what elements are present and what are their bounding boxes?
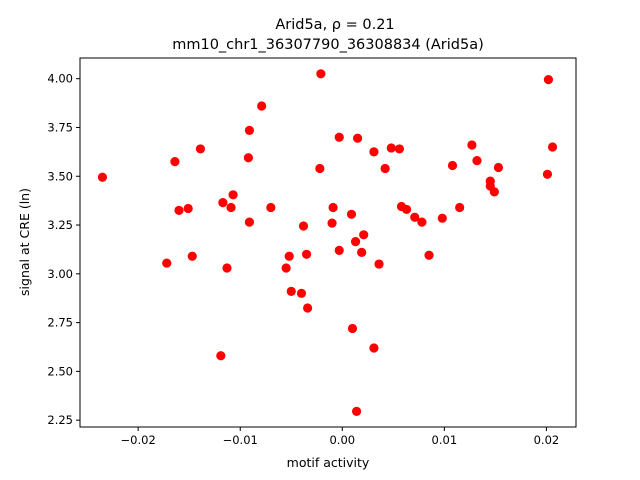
- data-point: [472, 156, 482, 166]
- data-point: [410, 212, 420, 222]
- scatter-points: [97, 69, 558, 416]
- data-point: [284, 251, 294, 261]
- data-point: [542, 169, 553, 179]
- y-tick-label: 2.75: [47, 316, 73, 330]
- data-point: [424, 250, 434, 260]
- data-point: [328, 202, 338, 213]
- data-point: [369, 343, 379, 353]
- data-point: [296, 288, 307, 298]
- data-point: [266, 202, 276, 213]
- x-tick-label: −0.01: [223, 433, 258, 447]
- data-point: [244, 217, 255, 227]
- x-tick-label: 0.01: [432, 433, 458, 447]
- data-point: [455, 202, 465, 213]
- data-point: [394, 144, 405, 154]
- data-point: [334, 245, 344, 256]
- data-point: [195, 144, 206, 154]
- data-point: [351, 406, 362, 416]
- data-point: [298, 221, 309, 231]
- y-tick-label: 2.50: [47, 364, 73, 378]
- data-point: [369, 147, 379, 157]
- data-point: [352, 133, 363, 143]
- data-point: [386, 143, 396, 153]
- y-tick-label: 2.25: [47, 413, 73, 427]
- y-tick-label: 4.00: [47, 72, 73, 86]
- data-point: [489, 187, 499, 197]
- x-axis-ticks: −0.02 −0.01 0.00 0.01 0.02: [121, 427, 560, 447]
- y-axis-ticks: 2.25 2.50 2.75 3.00 3.25 3.50 3.75 4.00: [47, 72, 80, 427]
- x-axis-label: motif activity: [287, 455, 370, 470]
- data-point: [467, 140, 477, 150]
- data-point: [286, 286, 296, 296]
- data-point: [97, 172, 108, 182]
- data-point: [315, 163, 325, 174]
- data-point: [374, 259, 384, 269]
- data-point: [316, 69, 326, 79]
- data-point: [170, 157, 180, 167]
- data-point: [301, 249, 312, 259]
- data-point: [359, 230, 369, 240]
- data-point: [380, 163, 390, 174]
- data-point: [346, 209, 357, 219]
- data-point: [244, 125, 255, 135]
- plot-area-frame: [79, 57, 577, 428]
- x-tick-label: 0.02: [534, 433, 560, 447]
- y-tick-label: 3.75: [47, 120, 73, 134]
- data-point: [347, 323, 358, 334]
- x-tick-label: −0.02: [121, 433, 156, 447]
- data-point: [417, 217, 427, 227]
- data-point: [437, 213, 447, 223]
- data-point: [162, 258, 172, 268]
- data-point: [187, 251, 197, 261]
- y-tick-label: 3.25: [47, 218, 73, 232]
- data-point: [218, 197, 228, 208]
- data-point: [243, 153, 253, 163]
- chart-title-line1: Arid5a, ρ = 0.21: [275, 17, 394, 33]
- data-point: [357, 247, 367, 257]
- y-tick-label: 3.00: [47, 267, 73, 281]
- data-point: [327, 218, 337, 228]
- x-tick-label: 0.00: [329, 433, 355, 447]
- data-point: [228, 190, 238, 200]
- data-point: [543, 75, 554, 85]
- data-point: [493, 162, 504, 173]
- data-point: [302, 303, 313, 313]
- data-point: [447, 160, 458, 171]
- data-point: [281, 263, 291, 273]
- chart-title-line2: mm10_chr1_36307790_36308834 (Arid5a): [172, 37, 484, 53]
- data-point: [334, 132, 344, 142]
- data-point: [401, 204, 412, 215]
- data-point: [183, 203, 193, 214]
- y-tick-label: 3.50: [47, 169, 73, 183]
- data-point: [216, 351, 226, 361]
- data-point: [547, 142, 558, 152]
- y-axis-label: signal at CRE (ln): [17, 188, 32, 296]
- data-point: [222, 263, 232, 273]
- data-point: [350, 237, 361, 247]
- data-point: [226, 202, 236, 213]
- data-point: [174, 205, 184, 216]
- data-point: [257, 101, 267, 111]
